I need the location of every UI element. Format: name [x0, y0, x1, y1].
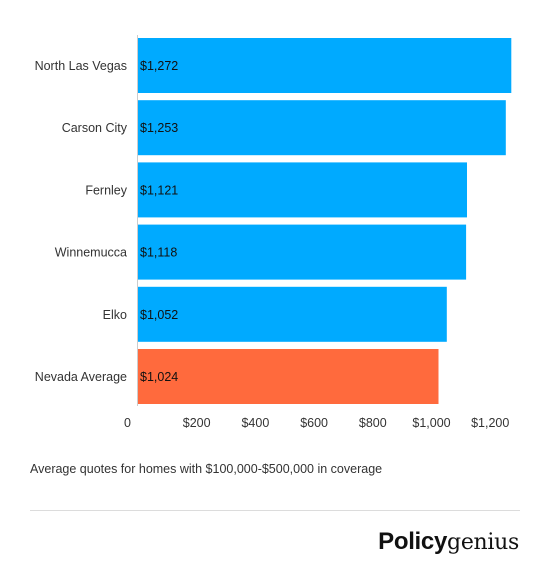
- category-label: Fernley: [85, 183, 127, 197]
- x-tick-label: $800: [359, 416, 387, 430]
- category-label: North Las Vegas: [35, 59, 127, 73]
- x-tick-label: $600: [300, 416, 328, 430]
- bar: [138, 162, 467, 218]
- x-tick-label: $200: [183, 416, 211, 430]
- value-label: $1,118: [140, 246, 177, 260]
- value-label: $1,024: [140, 370, 178, 384]
- category-label: Carson City: [62, 121, 128, 135]
- chart-caption: Average quotes for homes with $100,000-$…: [30, 462, 383, 476]
- x-tick-label: $1,000: [412, 416, 450, 430]
- policygenius-logo: Policygenius: [378, 528, 519, 556]
- value-label: $1,052: [140, 308, 178, 322]
- logo-part-policy: Policy: [378, 528, 448, 555]
- category-label: Nevada Average: [35, 370, 127, 384]
- bar: [138, 224, 467, 280]
- x-tick-label: $400: [241, 416, 269, 430]
- value-label: $1,272: [140, 59, 178, 73]
- bar: [138, 286, 447, 342]
- bar: [138, 100, 506, 156]
- bar: [138, 349, 439, 404]
- value-label: $1,121: [140, 183, 178, 197]
- bar: [138, 38, 512, 93]
- value-label: $1,253: [140, 121, 178, 135]
- category-label: Winnemucca: [55, 246, 127, 260]
- x-axis-ticks: 0 $200 $400 $600 $800 $1,000 $1,200: [124, 416, 509, 430]
- divider: [30, 510, 520, 511]
- bar-chart: North Las Vegas $1,272 Carson City $1,253 Fe…: [35, 35, 512, 430]
- bars-group: North Las Vegas $1,272 Carson City $1,253 Fe…: [35, 38, 512, 404]
- category-label: Elko: [103, 308, 127, 322]
- logo-part-genius: genius: [447, 530, 519, 555]
- x-tick-label: 0: [124, 416, 131, 430]
- x-tick-label: $1,200: [471, 416, 509, 430]
